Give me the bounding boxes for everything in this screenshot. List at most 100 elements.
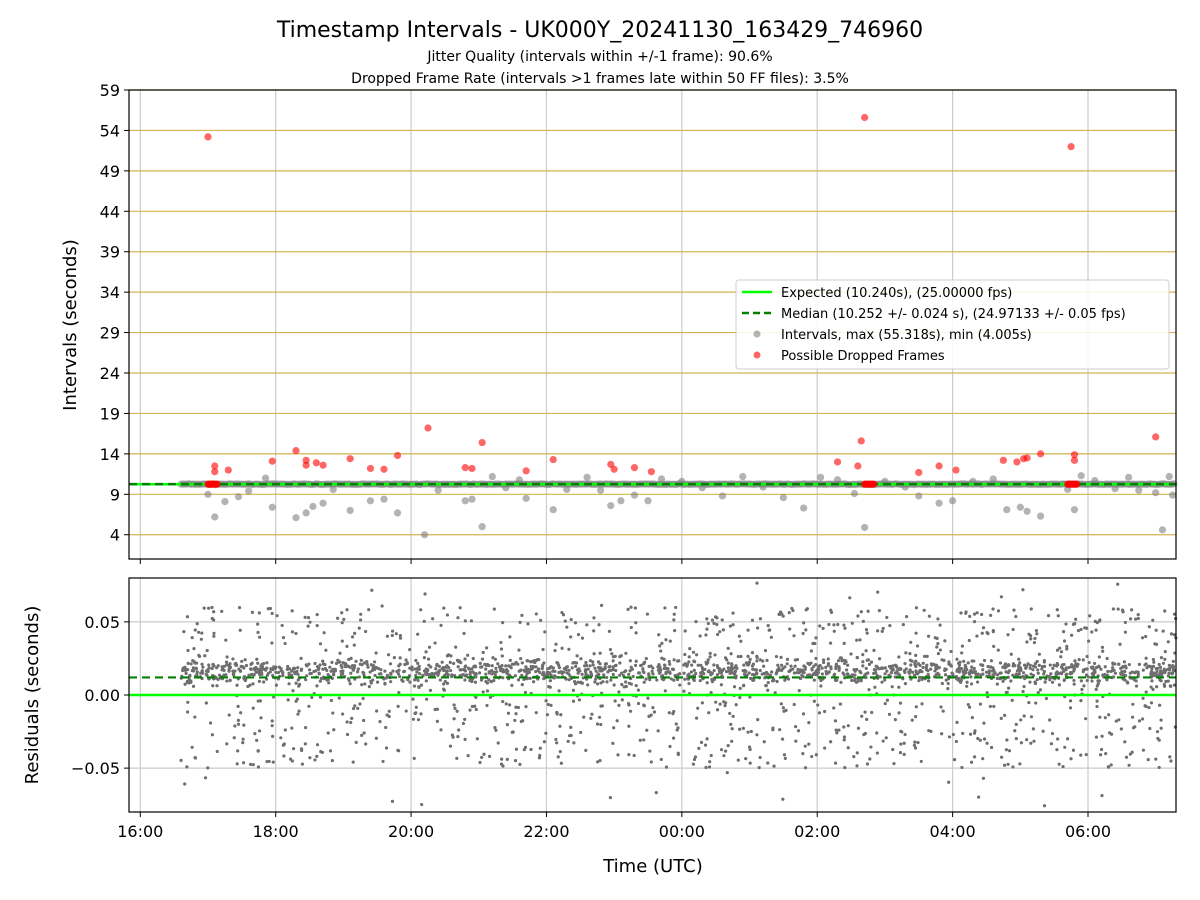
- residual-point: [814, 753, 818, 757]
- residual-point: [437, 664, 441, 668]
- residual-point: [756, 718, 760, 722]
- residual-point: [493, 726, 497, 730]
- residual-point: [203, 654, 207, 658]
- residual-point: [867, 662, 871, 667]
- residual-point: [1029, 607, 1033, 611]
- residual-point: [241, 737, 245, 741]
- residual-point: [474, 695, 478, 699]
- residual-point: [1163, 650, 1167, 654]
- residual-point: [574, 664, 578, 669]
- residual-point: [270, 724, 274, 728]
- residual-point: [1079, 698, 1083, 703]
- residual-point: [413, 678, 417, 682]
- residual-point: [185, 680, 190, 685]
- residual-point: [701, 667, 705, 672]
- residual-point: [281, 674, 285, 678]
- residual-point: [656, 729, 660, 733]
- residual-point: [480, 657, 485, 661]
- residual-point: [1062, 669, 1066, 673]
- residual-point: [527, 670, 531, 674]
- residual-point: [419, 608, 423, 612]
- residual-point: [473, 680, 478, 684]
- residual-point: [251, 763, 255, 767]
- residual-point: [510, 683, 514, 687]
- residual-point: [1064, 673, 1068, 677]
- residual-point: [865, 658, 869, 662]
- residual-point: [526, 667, 530, 672]
- residual-point: [734, 703, 738, 707]
- residual-point: [943, 668, 947, 673]
- residual-point: [575, 654, 579, 658]
- residual-point: [538, 670, 542, 675]
- residual-point: [947, 735, 952, 739]
- residual-point: [577, 698, 582, 702]
- residual-point: [256, 749, 260, 753]
- residual-point: [1087, 660, 1091, 665]
- residual-point: [976, 736, 980, 741]
- residual-point: [557, 666, 562, 670]
- x-tick-label: 18:00: [253, 822, 299, 841]
- residual-point: [411, 717, 415, 721]
- residual-point: [312, 669, 316, 674]
- residual-point: [475, 737, 479, 741]
- residual-point: [563, 619, 567, 623]
- dropped-frame-point: [424, 424, 432, 432]
- residual-point: [663, 606, 667, 610]
- residual-point: [236, 718, 240, 722]
- residual-point: [972, 620, 977, 624]
- residual-point: [448, 668, 453, 673]
- residual-point: [843, 658, 847, 663]
- residual-point: [604, 675, 609, 680]
- residual-point: [1041, 729, 1045, 733]
- residual-point: [788, 627, 792, 631]
- residual-point: [1159, 656, 1164, 660]
- residual-point: [445, 654, 450, 658]
- residual-point: [344, 662, 348, 667]
- residual-point: [755, 659, 759, 663]
- residual-point: [1057, 762, 1061, 766]
- residual-point: [337, 696, 341, 700]
- residual-point: [561, 613, 566, 617]
- dropped-frame-point: [610, 465, 618, 473]
- residual-point: [692, 678, 696, 682]
- residual-point: [199, 637, 203, 641]
- residual-point: [936, 671, 940, 675]
- residual-point: [417, 685, 421, 689]
- residual-point: [191, 669, 196, 673]
- residual-point: [1048, 718, 1052, 722]
- residual-point: [1131, 702, 1135, 706]
- residual-point: [1050, 680, 1055, 684]
- residual-point: [215, 749, 219, 754]
- residual-point: [433, 641, 437, 645]
- residual-point: [444, 665, 448, 669]
- residual-point: [842, 623, 846, 627]
- residual-point: [754, 668, 758, 672]
- x-tick-label: 00:00: [659, 822, 705, 841]
- x-tick-label: 16:00: [117, 822, 163, 841]
- residual-point: [1021, 588, 1025, 592]
- residual-point: [1038, 688, 1043, 692]
- residual-point: [555, 712, 559, 716]
- residual-point: [957, 677, 961, 681]
- residual-point: [390, 633, 394, 638]
- residual-point: [604, 662, 608, 666]
- residual-point: [700, 701, 704, 705]
- residual-point: [1144, 704, 1148, 709]
- residual-point: [1006, 633, 1010, 637]
- residual-point: [697, 746, 701, 750]
- residual-point: [256, 765, 261, 769]
- residual-point: [775, 679, 779, 684]
- residual-point: [516, 705, 520, 710]
- dropped-frame-point: [1013, 458, 1021, 466]
- residual-point: [803, 744, 807, 748]
- residual-point: [777, 612, 782, 617]
- residual-point: [415, 670, 419, 674]
- residual-point: [718, 670, 722, 675]
- residual-point: [788, 669, 792, 673]
- residual-point: [1018, 762, 1022, 766]
- interval-point: [630, 491, 639, 499]
- residual-point: [582, 715, 586, 719]
- residual-point: [613, 699, 617, 703]
- residual-point: [281, 671, 285, 675]
- residual-point: [313, 661, 317, 666]
